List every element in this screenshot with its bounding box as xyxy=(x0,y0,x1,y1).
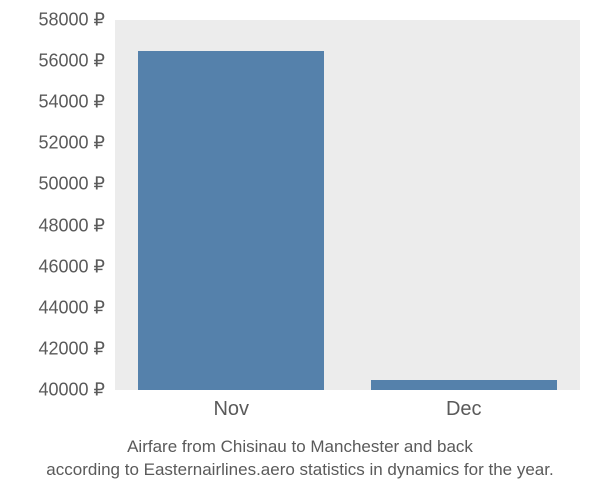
chart-caption: Airfare from Chisinau to Manchester and … xyxy=(0,436,600,482)
y-tick-label: 46000 ₽ xyxy=(5,256,105,277)
airfare-bar-chart: Airfare from Chisinau to Manchester and … xyxy=(0,0,600,500)
caption-line-2: according to Easternairlines.aero statis… xyxy=(46,460,553,479)
y-tick-label: 50000 ₽ xyxy=(5,174,105,195)
x-tick-label: Dec xyxy=(364,398,564,421)
y-tick-label: 52000 ₽ xyxy=(5,133,105,154)
x-tick-label: Nov xyxy=(131,398,331,421)
y-tick-label: 56000 ₽ xyxy=(5,51,105,72)
y-tick-label: 48000 ₽ xyxy=(5,215,105,236)
y-tick-label: 42000 ₽ xyxy=(5,338,105,359)
bar xyxy=(371,380,557,390)
bar xyxy=(138,51,324,390)
y-tick-label: 40000 ₽ xyxy=(5,380,105,401)
y-tick-label: 58000 ₽ xyxy=(5,10,105,31)
y-tick-label: 44000 ₽ xyxy=(5,297,105,318)
y-tick-label: 54000 ₽ xyxy=(5,92,105,113)
caption-line-1: Airfare from Chisinau to Manchester and … xyxy=(127,437,473,456)
